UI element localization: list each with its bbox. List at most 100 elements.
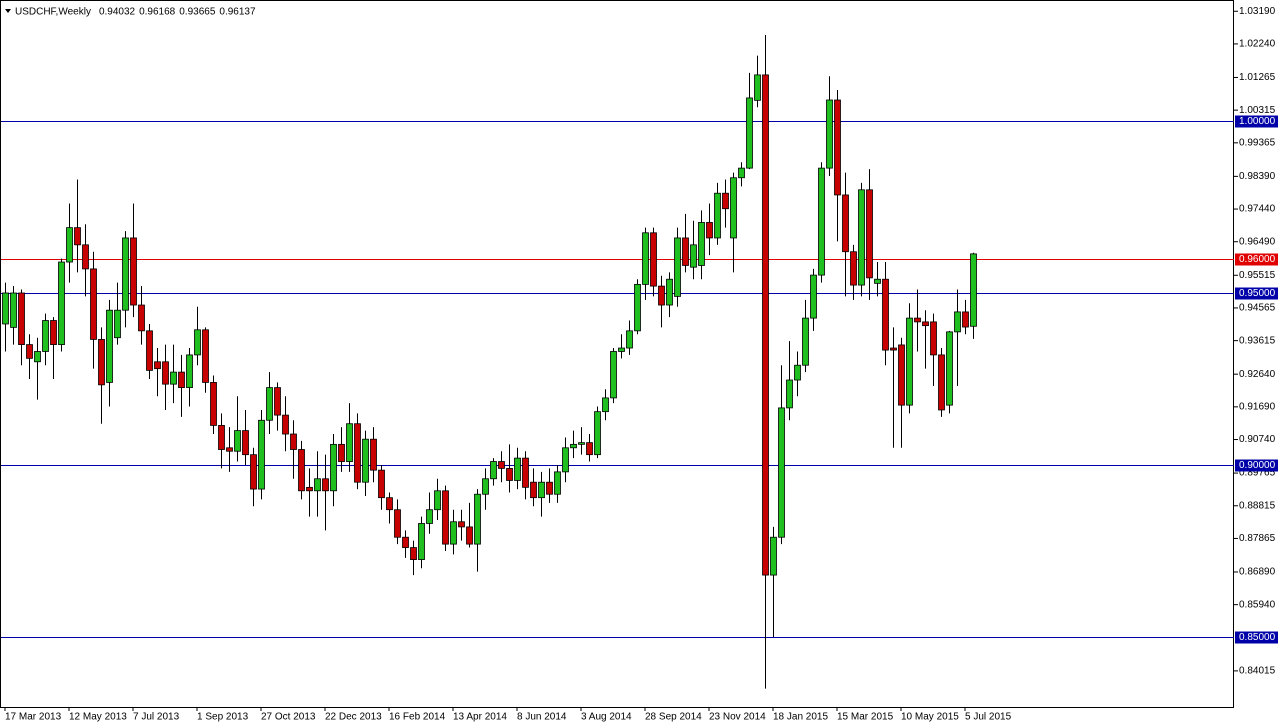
candle-body bbox=[170, 371, 177, 385]
header-value: 0.94032 bbox=[99, 7, 136, 18]
header-value: 0.96168 bbox=[139, 7, 176, 18]
candle-body bbox=[18, 292, 25, 345]
candle-body bbox=[946, 331, 953, 406]
candle-body bbox=[818, 167, 825, 276]
y-tick-label: 0.86890 bbox=[1239, 567, 1276, 578]
candle-body bbox=[274, 387, 281, 416]
y-tick-label: 0.84015 bbox=[1239, 666, 1276, 677]
candle-body bbox=[690, 244, 697, 268]
y-tick-label: 0.89765 bbox=[1239, 468, 1276, 479]
candle-body bbox=[250, 454, 257, 490]
candle-body bbox=[658, 285, 665, 306]
candle-body bbox=[522, 457, 529, 488]
candle-body bbox=[386, 497, 393, 511]
candle-body bbox=[458, 521, 465, 528]
candle-body bbox=[594, 411, 601, 456]
candle-body bbox=[586, 442, 593, 456]
candle-body bbox=[490, 461, 497, 480]
candle-body bbox=[730, 177, 737, 239]
x-tick-label: 16 Feb 2014 bbox=[389, 712, 446, 723]
candle-body bbox=[322, 478, 329, 492]
candle-body bbox=[682, 237, 689, 266]
candle-body bbox=[842, 194, 849, 253]
candle-body bbox=[794, 364, 801, 381]
candle-body bbox=[50, 320, 57, 345]
candle-body bbox=[466, 526, 473, 545]
candle-body bbox=[378, 469, 385, 499]
y-tick-label: 0.90740 bbox=[1239, 434, 1276, 445]
x-tick-label: 17 Mar 2013 bbox=[5, 712, 62, 723]
candle-body bbox=[282, 414, 289, 435]
candle-body bbox=[138, 304, 145, 332]
candle-body bbox=[714, 192, 721, 239]
level-label: 0.96000 bbox=[1239, 254, 1276, 265]
candle-body bbox=[738, 167, 745, 179]
candle-body bbox=[610, 351, 617, 399]
y-tick-label: 1.02240 bbox=[1239, 39, 1276, 50]
candle-body bbox=[162, 361, 169, 385]
y-tick-label: 0.88815 bbox=[1239, 500, 1276, 511]
y-tick-label: 0.93615 bbox=[1239, 335, 1276, 346]
candle-body bbox=[442, 490, 449, 545]
candle-body bbox=[746, 97, 753, 169]
candle-body bbox=[914, 317, 921, 323]
candle-body bbox=[602, 397, 609, 413]
candle-body bbox=[154, 361, 161, 370]
candle-body bbox=[850, 251, 857, 286]
x-tick-label: 8 Jun 2014 bbox=[517, 712, 567, 723]
plot-frame bbox=[0, 0, 1234, 708]
candle-body bbox=[410, 547, 417, 560]
candle-body bbox=[450, 521, 457, 545]
candle-body bbox=[90, 268, 97, 340]
y-tick-label: 0.91690 bbox=[1239, 401, 1276, 412]
level-label-bg bbox=[1235, 631, 1278, 644]
y-tick-label: 0.97440 bbox=[1239, 204, 1276, 215]
candle-body bbox=[482, 478, 489, 495]
candle-body bbox=[954, 311, 961, 333]
candle-body bbox=[74, 227, 81, 246]
candle-body bbox=[298, 449, 305, 492]
candle-body bbox=[762, 74, 769, 576]
candle-body bbox=[130, 237, 137, 306]
x-tick-label: 22 Dec 2013 bbox=[325, 712, 382, 723]
y-tick-label: 1.01265 bbox=[1239, 72, 1276, 83]
candle-body bbox=[258, 419, 265, 490]
candle-body bbox=[538, 481, 545, 499]
candle-body bbox=[674, 237, 681, 297]
candle-body bbox=[306, 486, 313, 492]
candle-body bbox=[98, 339, 105, 386]
candle-body bbox=[866, 189, 873, 279]
candle-body bbox=[426, 509, 433, 524]
candle-body bbox=[266, 387, 273, 421]
y-tick-label: 0.87865 bbox=[1239, 533, 1276, 544]
candle-body bbox=[338, 443, 345, 462]
candle-body bbox=[722, 192, 729, 210]
candle-body bbox=[754, 74, 761, 101]
candle-body bbox=[666, 278, 673, 306]
y-tick-label: 0.94565 bbox=[1239, 303, 1276, 314]
candle-body bbox=[626, 330, 633, 349]
candle-body bbox=[554, 471, 561, 495]
candle-body bbox=[370, 438, 377, 471]
candle-body bbox=[66, 227, 73, 263]
y-tick-label: 0.85940 bbox=[1239, 599, 1276, 610]
y-tick-label: 0.99365 bbox=[1239, 137, 1276, 148]
candle-body bbox=[210, 382, 217, 426]
candle-body bbox=[578, 442, 585, 445]
x-tick-label: 3 Aug 2014 bbox=[581, 712, 632, 723]
level-label-bg bbox=[1235, 287, 1278, 300]
level-label: 0.90000 bbox=[1239, 460, 1276, 471]
candle-body bbox=[242, 430, 249, 456]
menu-arrow[interactable] bbox=[5, 9, 11, 13]
x-tick-label: 15 Mar 2015 bbox=[837, 712, 894, 723]
x-tick-label: 18 Jan 2015 bbox=[773, 712, 828, 723]
level-label: 0.95000 bbox=[1239, 288, 1276, 299]
candle-body bbox=[202, 329, 209, 383]
candle-body bbox=[474, 493, 481, 545]
candle-body bbox=[922, 321, 929, 327]
level-label-bg bbox=[1235, 115, 1278, 128]
candle-body bbox=[314, 478, 321, 492]
candle-body bbox=[786, 379, 793, 409]
candle-body bbox=[826, 99, 833, 169]
candle-body bbox=[514, 457, 521, 481]
